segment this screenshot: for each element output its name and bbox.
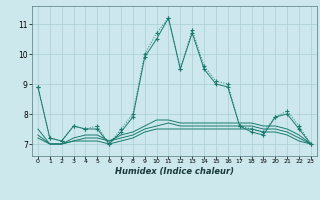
X-axis label: Humidex (Indice chaleur): Humidex (Indice chaleur) [115,167,234,176]
